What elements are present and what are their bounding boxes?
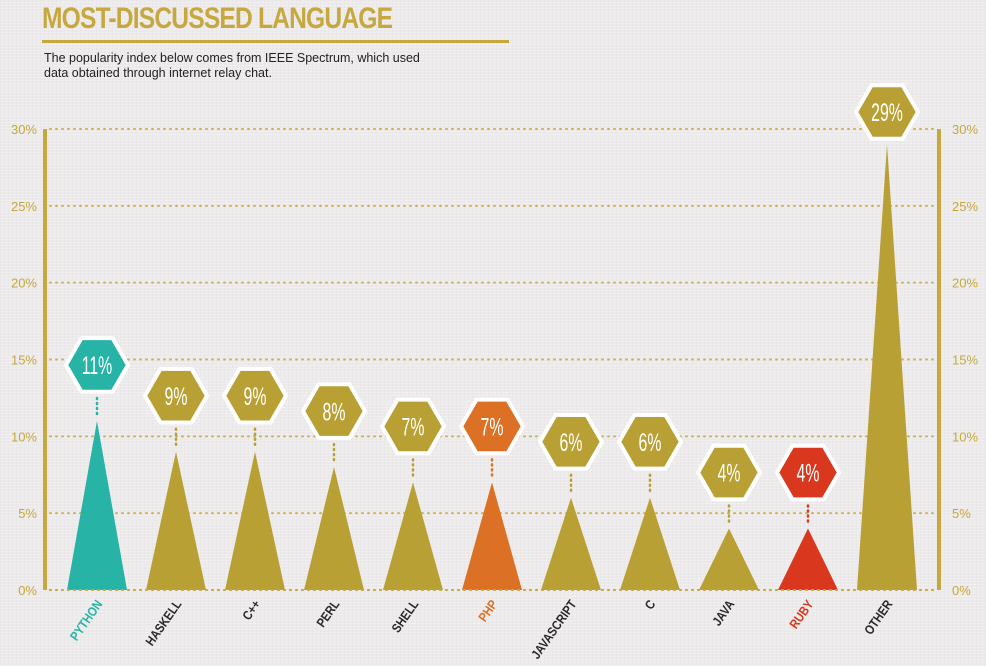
bar-php bbox=[462, 482, 522, 590]
y-tick-left-10: 10% bbox=[11, 429, 37, 444]
x-tick-other: OTHER bbox=[861, 597, 896, 638]
y-tick-right-10: 10% bbox=[952, 429, 978, 444]
value-badge-c bbox=[617, 413, 683, 471]
bar-haskell bbox=[146, 451, 206, 590]
data-label-perl: 8% bbox=[323, 399, 346, 427]
data-label-java: 4% bbox=[718, 460, 741, 488]
bar-other bbox=[857, 144, 917, 590]
subtitle-line-2: data obtained through internet relay cha… bbox=[44, 66, 272, 80]
y-tick-left-15: 15% bbox=[11, 353, 37, 368]
value-badge-shell bbox=[380, 397, 446, 456]
bar-perl bbox=[304, 467, 364, 590]
value-badge-python bbox=[64, 336, 130, 394]
y-tick-right-30: 30% bbox=[952, 122, 978, 137]
data-label-other: 29% bbox=[871, 100, 903, 128]
y-tick-right-20: 20% bbox=[952, 276, 978, 291]
bar-cplusplus bbox=[225, 451, 285, 590]
value-badge-perl bbox=[301, 382, 367, 440]
data-label-python: 11% bbox=[82, 353, 113, 381]
bar-shell bbox=[383, 482, 443, 590]
bar-c bbox=[620, 497, 680, 590]
value-badge-java bbox=[696, 443, 762, 502]
y-tick-right-25: 25% bbox=[952, 199, 978, 214]
x-tick-c: C bbox=[642, 597, 659, 612]
x-tick-perl: PERL bbox=[313, 597, 342, 630]
y-axis-left bbox=[43, 129, 47, 590]
x-tick-php: PHP bbox=[475, 597, 500, 624]
y-tick-right-0: 0% bbox=[952, 583, 971, 598]
data-label-ruby: 4% bbox=[797, 460, 820, 488]
bar-javascript bbox=[541, 497, 601, 590]
y-tick-right-15: 15% bbox=[952, 353, 978, 368]
y-axis-right bbox=[937, 129, 941, 590]
data-label-shell: 7% bbox=[402, 414, 425, 442]
value-badge-cplusplus bbox=[222, 366, 288, 425]
y-tick-left-25: 25% bbox=[11, 199, 37, 214]
bar-java bbox=[699, 528, 759, 590]
x-tick-javascript: JAVASCRIPT bbox=[528, 597, 580, 662]
x-tick-java: JAVA bbox=[709, 597, 737, 629]
data-label-haskell: 9% bbox=[165, 383, 188, 411]
value-badge-ruby bbox=[775, 443, 841, 502]
y-tick-right-5: 5% bbox=[952, 506, 971, 521]
value-badge-php bbox=[459, 397, 525, 456]
data-label-cplusplus: 9% bbox=[244, 383, 267, 411]
x-tick-python: PYTHON bbox=[67, 597, 106, 643]
x-tick-haskell: HASKELL bbox=[142, 597, 184, 648]
title-underline bbox=[42, 40, 509, 43]
data-label-php: 7% bbox=[481, 414, 504, 442]
bar-python bbox=[67, 420, 127, 590]
x-tick-ruby: RUBY bbox=[786, 597, 816, 631]
y-tick-left-0: 0% bbox=[18, 583, 37, 598]
y-tick-left-5: 5% bbox=[18, 506, 37, 521]
value-badge-haskell bbox=[143, 366, 209, 425]
subtitle-line-1: The popularity index below comes from IE… bbox=[44, 51, 420, 65]
y-tick-left-20: 20% bbox=[11, 276, 37, 291]
value-badge-other bbox=[854, 83, 920, 141]
data-label-javascript: 6% bbox=[560, 429, 583, 457]
data-label-c: 6% bbox=[639, 429, 662, 457]
value-badge-javascript bbox=[538, 413, 604, 471]
y-tick-left-30: 30% bbox=[11, 122, 37, 137]
chart-title: MOST-DISCUSSED LANGUAGE bbox=[42, 2, 393, 35]
chart-subtitle: The popularity index below comes from IE… bbox=[44, 51, 484, 81]
x-tick-shell: SHELL bbox=[389, 597, 422, 635]
x-tick-cplusplus: C++ bbox=[239, 597, 263, 623]
bar-ruby bbox=[778, 528, 838, 590]
